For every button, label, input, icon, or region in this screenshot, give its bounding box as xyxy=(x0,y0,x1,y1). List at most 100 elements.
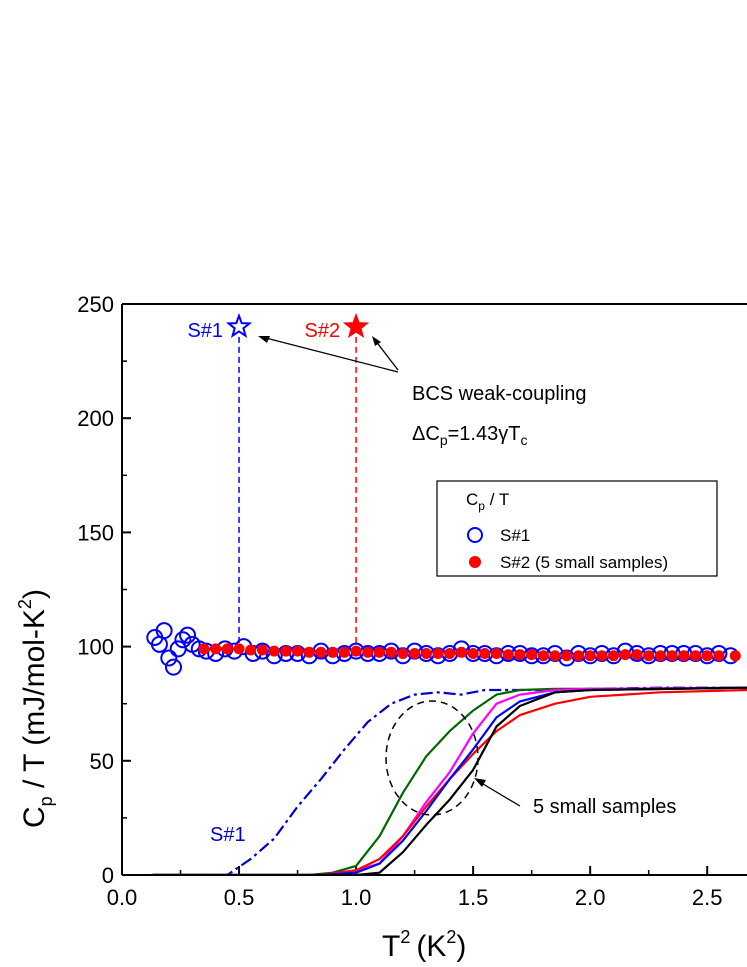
y-tick-label: 200 xyxy=(77,406,114,431)
s2-data-point xyxy=(491,647,503,659)
x-axis-title: T2 (K2) xyxy=(382,927,466,963)
s2-data-point xyxy=(350,645,362,657)
s1-data-point xyxy=(164,658,182,676)
s2-data-point xyxy=(654,650,666,662)
s2-data-point xyxy=(373,646,385,658)
tick-labels: 0.0 0.5 1.0 1.5 2.0 2.5 0 50 100 150 200 250 xyxy=(77,292,722,910)
small-sample-curve xyxy=(152,688,747,875)
s2-data-point xyxy=(256,644,268,656)
s2-data-point xyxy=(315,646,327,658)
s2-data-point xyxy=(561,650,573,662)
x-tick-label: 1.5 xyxy=(458,885,489,910)
star-label: S#2 xyxy=(304,320,340,342)
s2-data-point xyxy=(690,650,702,662)
s1-curve-label: S#1 xyxy=(210,824,246,846)
s2-data-point xyxy=(292,645,304,657)
s1-data-point xyxy=(179,626,197,644)
s2-data-point xyxy=(280,645,292,657)
y-tick-label: 50 xyxy=(90,749,114,774)
legend-box xyxy=(436,480,718,577)
star-filled-marker xyxy=(342,312,370,339)
small-sample-curve xyxy=(152,686,747,875)
curves xyxy=(152,686,747,875)
s2-data-point xyxy=(338,646,350,658)
legend-marker-s2 xyxy=(469,556,481,568)
s2-data-point xyxy=(268,645,280,657)
s2-data-point xyxy=(666,650,678,662)
s2-data-point xyxy=(631,649,643,661)
s2-data-point xyxy=(479,647,491,659)
s2-data-point xyxy=(221,643,233,655)
legend: Cp / T S#1 S#2 (5 small samples) xyxy=(436,480,718,577)
s2-data-point xyxy=(327,646,339,658)
arrowhead-s2 xyxy=(372,336,381,346)
s2-data-point xyxy=(397,647,409,659)
legend-label-s1: S#1 xyxy=(500,526,530,545)
star-drop-lines xyxy=(238,336,357,652)
s2-data-point xyxy=(245,644,257,656)
x-tick-label: 2.5 xyxy=(692,885,723,910)
small-samples-label: 5 small samples xyxy=(533,796,676,818)
s2-data-point xyxy=(455,646,467,658)
x-tick-label: 2.0 xyxy=(575,885,606,910)
star-open-marker xyxy=(225,312,253,339)
legend-marker-s1 xyxy=(467,527,483,543)
s2-data-point xyxy=(467,647,479,659)
y-tick-label: 250 xyxy=(77,292,114,317)
s2-data-point xyxy=(526,649,538,661)
small-samples-ellipse xyxy=(385,700,479,816)
bcs-annotation-line2: ΔCp=1.43γTc xyxy=(412,423,527,448)
s2-data-point xyxy=(432,647,444,659)
arrow-to-s1-star xyxy=(261,336,399,373)
s2-data-point xyxy=(549,650,561,662)
s1-data-point xyxy=(174,631,192,649)
s2-data-point xyxy=(643,650,655,662)
x-tick-label: 0.5 xyxy=(224,885,255,910)
s2-data-point xyxy=(362,646,374,658)
legend-label-s2: S#2 (5 small samples) xyxy=(500,553,668,572)
s2-data-point xyxy=(729,650,741,662)
small-sample-curve xyxy=(152,686,747,875)
s2-data-point xyxy=(303,646,315,658)
arrowhead-s1 xyxy=(258,336,270,343)
s2-data-point xyxy=(537,650,549,662)
arrow-to-ellipse xyxy=(477,780,521,807)
s1-dashdot-curve xyxy=(152,686,747,875)
s2-data-point xyxy=(713,650,725,662)
s2-data-point xyxy=(502,649,514,661)
y-axis-title: Cp / T (mJ/mol-K2) xyxy=(15,589,56,828)
s2-data-point xyxy=(701,650,713,662)
s2-data-point xyxy=(608,650,620,662)
arrowhead-ellipse xyxy=(474,778,486,787)
legend-title: Cp / T xyxy=(466,490,509,513)
s2-data-point xyxy=(444,647,456,659)
x-tick-label: 0.0 xyxy=(107,885,138,910)
s2-data-point xyxy=(409,647,421,659)
annotation-arrows xyxy=(258,336,521,816)
star-label: S#1 xyxy=(187,320,223,342)
y-tick-label: 100 xyxy=(77,635,114,660)
s2-data-point xyxy=(385,646,397,658)
x-tick-label: 1.0 xyxy=(341,885,372,910)
s2-data-point xyxy=(619,649,631,661)
y-tick-label: 0 xyxy=(102,863,114,888)
small-sample-curve xyxy=(152,686,747,875)
y-tick-label: 150 xyxy=(77,520,114,545)
s2-data-point xyxy=(678,650,690,662)
bcs-annotation-line1: BCS weak-coupling xyxy=(412,383,587,405)
small-sample-curve xyxy=(152,686,747,875)
points xyxy=(146,622,741,676)
s1-data-point xyxy=(155,622,173,640)
s2-data-point xyxy=(584,650,596,662)
arrow-to-s2-star xyxy=(374,339,399,371)
s1-data-point xyxy=(169,640,187,658)
s2-data-point xyxy=(198,643,210,655)
stars: S#1 S#2 xyxy=(187,312,370,342)
s2-data-point xyxy=(420,647,432,659)
s2-data-point xyxy=(210,643,222,655)
s2-data-point xyxy=(596,650,608,662)
s2-data-point xyxy=(572,650,584,662)
s2-data-point xyxy=(233,643,245,655)
s2-data-point xyxy=(514,649,526,661)
